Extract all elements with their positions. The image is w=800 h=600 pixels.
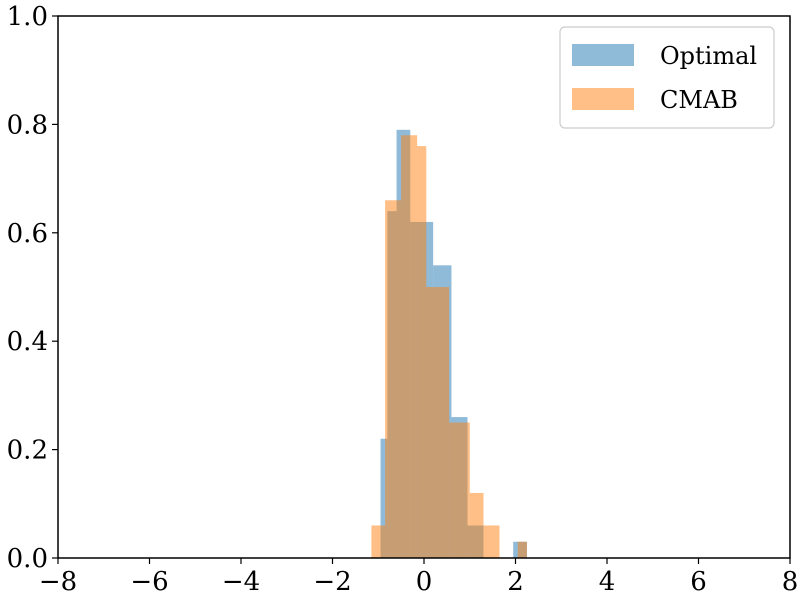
cmab-bar-2	[401, 135, 418, 559]
y-tick-label: 0.0	[7, 544, 48, 574]
legend-swatch-cmab	[572, 88, 634, 110]
x-tick-label: 2	[507, 567, 524, 597]
cmab-bar-5	[449, 422, 470, 558]
cmab-bar-1	[385, 200, 402, 558]
ticks-layer: −8 −6 −4 −2 0 2 4 6 8 0.0 0.2 0.4 0.6 0.8 1.0	[7, 2, 799, 597]
legend: Optimal CMAB	[559, 26, 775, 129]
y-tick-label: 0.6	[7, 219, 48, 249]
cmab-bar-0	[371, 525, 386, 558]
cmab-bar-7	[483, 525, 500, 558]
x-tick-label: 0	[416, 567, 433, 597]
y-tick-label: 0.2	[7, 436, 48, 466]
y-tick-label: 1.0	[7, 2, 48, 32]
cmab-bar-4	[426, 287, 450, 558]
x-tick-label: −4	[222, 567, 260, 597]
cmab-bar-3	[417, 146, 427, 558]
x-tick-label: 6	[690, 567, 707, 597]
y-tick-label: 0.8	[7, 110, 48, 140]
cmab-bar-8	[517, 541, 527, 558]
bars-layer	[371, 129, 527, 559]
x-tick-label: −2	[313, 567, 351, 597]
x-tick-label: 8	[782, 567, 799, 597]
cmab-bar-6	[469, 492, 484, 558]
x-tick-label: 4	[599, 567, 616, 597]
x-tick-label: −6	[130, 567, 168, 597]
legend-label-cmab: CMAB	[660, 86, 738, 114]
legend-swatch-optimal	[572, 44, 634, 66]
x-tick-label: −8	[39, 567, 77, 597]
y-tick-label: 0.4	[7, 327, 48, 357]
legend-label-optimal: Optimal	[660, 42, 757, 70]
optimal-bar-0	[380, 438, 388, 558]
